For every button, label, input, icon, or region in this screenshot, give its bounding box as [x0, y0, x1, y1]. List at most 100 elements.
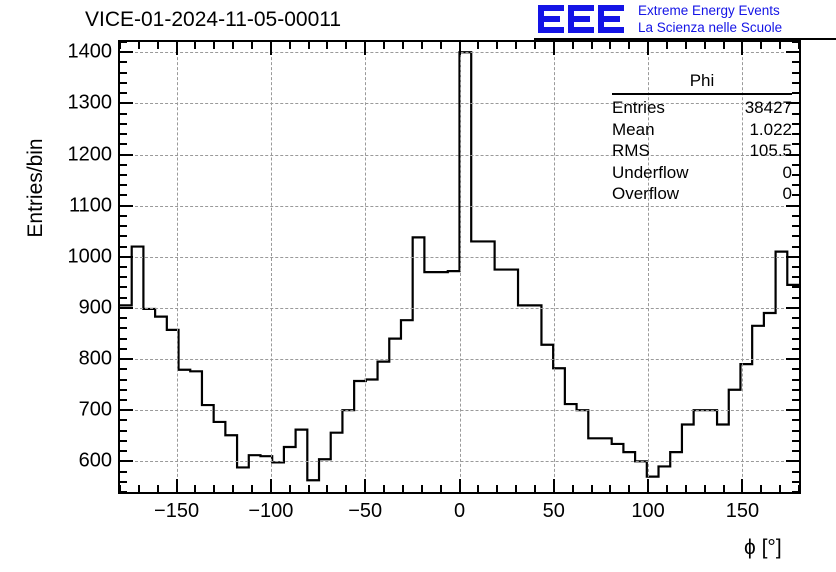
x-tick-minor-top	[251, 42, 254, 49]
y-tick-minor-right	[792, 235, 799, 238]
x-tick-minor-top	[590, 42, 593, 49]
x-tick-minor	[684, 485, 687, 492]
stats-label-entries: Entries	[612, 98, 665, 117]
x-tick-minor	[703, 485, 706, 492]
x-tick-major-top	[647, 42, 650, 55]
y-tick-major	[120, 255, 133, 258]
x-tick-major	[458, 479, 461, 492]
y-tick-minor-right	[792, 286, 799, 289]
logo-text-line1: Extreme Energy Events	[638, 3, 780, 18]
x-tick-major	[552, 479, 555, 492]
x-tick-minor	[515, 485, 518, 492]
x-axis-tick-labels: −150 −100 −50 0 50 100 150	[0, 500, 836, 528]
y-tick-major	[120, 409, 133, 412]
stats-row-overflow: Overflow 0	[612, 183, 792, 205]
x-tick-label: 100	[631, 500, 665, 522]
stats-label-overflow: Overflow	[612, 184, 680, 203]
x-tick-minor-top	[496, 42, 499, 49]
y-tick-minor	[120, 286, 127, 289]
x-tick-minor-top	[288, 42, 291, 49]
y-tick-label: 600	[78, 449, 112, 472]
y-tick-minor	[120, 347, 127, 350]
stats-row-entries: Entries 38427	[612, 97, 792, 119]
stats-value-rms: 105.5	[749, 141, 792, 160]
x-tick-minor-top	[571, 42, 574, 49]
y-tick-minor	[120, 480, 127, 483]
y-tick-major-right	[786, 358, 799, 361]
y-tick-minor-right	[792, 266, 799, 268]
x-tick-minor-top	[119, 42, 121, 49]
x-tick-label: 0	[453, 500, 466, 522]
x-tick-minor-top	[703, 42, 706, 49]
y-tick-major-right	[786, 255, 799, 258]
y-tick-major	[120, 51, 133, 54]
y-tick-major	[120, 153, 133, 156]
gridline-vertical	[459, 42, 461, 492]
y-tick-minor	[120, 112, 127, 115]
x-tick-major-top	[741, 42, 744, 55]
y-tick-minor	[120, 41, 127, 43]
y-tick-minor-right	[792, 388, 799, 391]
stats-row-mean: Mean 1.022	[612, 119, 792, 141]
x-tick-minor-top	[665, 42, 668, 49]
x-tick-minor-top	[137, 42, 140, 49]
y-tick-label: 1100	[68, 194, 112, 217]
x-tick-major	[647, 479, 650, 492]
gridline-vertical	[648, 42, 650, 492]
stats-title: Phi	[689, 71, 715, 90]
x-tick-minor-top	[515, 42, 518, 49]
stats-label-mean: Mean	[612, 119, 655, 139]
y-tick-minor	[120, 194, 127, 197]
y-tick-minor	[120, 491, 127, 493]
x-tick-minor	[156, 485, 159, 492]
y-tick-minor-right	[792, 173, 799, 176]
y-tick-minor-right	[792, 398, 799, 401]
y-tick-major	[120, 204, 133, 207]
x-tick-minor-top	[609, 42, 612, 49]
logo-text: Extreme Energy Events La Scienza nelle S…	[638, 2, 782, 36]
y-tick-minor	[120, 163, 127, 166]
x-tick-minor-top	[194, 42, 197, 49]
x-tick-label: −100	[248, 500, 294, 522]
y-tick-minor	[120, 143, 127, 146]
y-tick-minor	[120, 61, 127, 64]
y-tick-minor	[120, 296, 127, 299]
y-tick-major-right	[786, 102, 799, 105]
y-tick-minor	[120, 122, 127, 125]
y-tick-minor	[120, 470, 127, 473]
x-tick-label: −150	[154, 500, 200, 522]
gridline-vertical	[365, 42, 367, 492]
logo-text-line2: La Scienza nelle Scuole	[638, 20, 783, 35]
x-tick-minor-top	[383, 42, 386, 49]
y-tick-minor	[120, 184, 127, 187]
y-tick-minor-right	[792, 296, 799, 299]
x-tick-minor	[119, 485, 121, 492]
y-tick-minor	[120, 235, 127, 238]
x-tick-minor	[383, 485, 386, 492]
y-tick-minor	[120, 225, 127, 228]
y-tick-label: 700	[78, 398, 112, 421]
y-tick-minor-right	[792, 491, 799, 493]
y-tick-minor	[120, 398, 127, 401]
y-tick-minor	[120, 419, 127, 422]
x-tick-minor	[609, 485, 612, 492]
x-tick-label: 150	[725, 500, 760, 522]
stats-label-underflow: Underflow	[612, 162, 689, 182]
y-tick-major-right	[786, 306, 799, 309]
y-tick-minor-right	[792, 429, 799, 432]
y-tick-major-right	[786, 153, 799, 156]
y-axis-tick-labels: 600 700 800 900 1000 1100 1200 1300 1400	[0, 40, 113, 494]
y-tick-minor-right	[792, 61, 799, 64]
y-tick-minor-right	[792, 41, 799, 43]
stats-value-mean: 1.022	[749, 119, 792, 139]
x-tick-major-top	[552, 42, 555, 55]
x-tick-minor	[760, 485, 763, 492]
gridline-vertical	[742, 42, 744, 492]
y-tick-minor-right	[792, 480, 799, 483]
x-axis-title: ϕ [°]	[744, 536, 782, 559]
y-tick-minor-right	[792, 317, 799, 320]
y-tick-major	[120, 102, 133, 105]
stats-label-rms: RMS	[612, 141, 650, 160]
plot-frame	[118, 40, 801, 494]
y-tick-minor-right	[792, 327, 799, 330]
